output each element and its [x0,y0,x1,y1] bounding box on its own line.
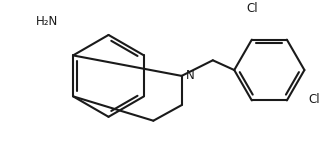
Text: Cl: Cl [246,3,258,15]
Text: Cl: Cl [308,93,320,106]
Text: H₂N: H₂N [36,15,58,28]
Text: N: N [185,69,194,82]
